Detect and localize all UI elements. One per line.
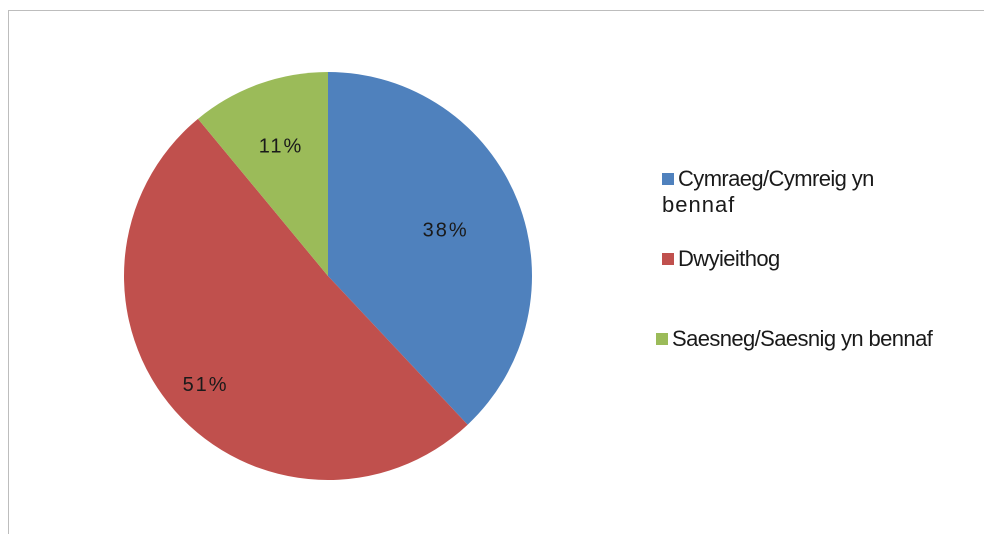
pie-slice-saesneg: [197, 72, 328, 276]
legend-label-cymraeg-line2: bennaf: [662, 192, 736, 217]
legend-item-cymraeg: Cymraeg/Cymreig yn bennaf: [662, 166, 874, 218]
legend-item-saesneg: Saesneg/Saesnig yn bennaf: [656, 326, 933, 352]
legend-item-dwyieithog: Dwyieithog: [662, 246, 780, 272]
data-label-cymraeg: 38%: [423, 219, 469, 241]
pie-slice-cymraeg: [328, 72, 533, 425]
legend-swatch-cymraeg: [662, 173, 674, 185]
pie-slice-dwyieithog: [124, 118, 468, 480]
chart-frame: [8, 10, 984, 534]
legend-label-cymraeg-line1: Cymraeg/Cymreig yn: [678, 166, 874, 191]
legend-label-dwyieithog: Dwyieithog: [678, 246, 780, 271]
legend-swatch-saesneg: [656, 333, 668, 345]
data-label-dwyieithog: 51%: [183, 374, 229, 396]
data-label-saesneg: 11%: [259, 135, 304, 157]
legend-swatch-dwyieithog: [662, 253, 674, 265]
legend-label-saesneg: Saesneg/Saesnig yn bennaf: [672, 326, 933, 351]
